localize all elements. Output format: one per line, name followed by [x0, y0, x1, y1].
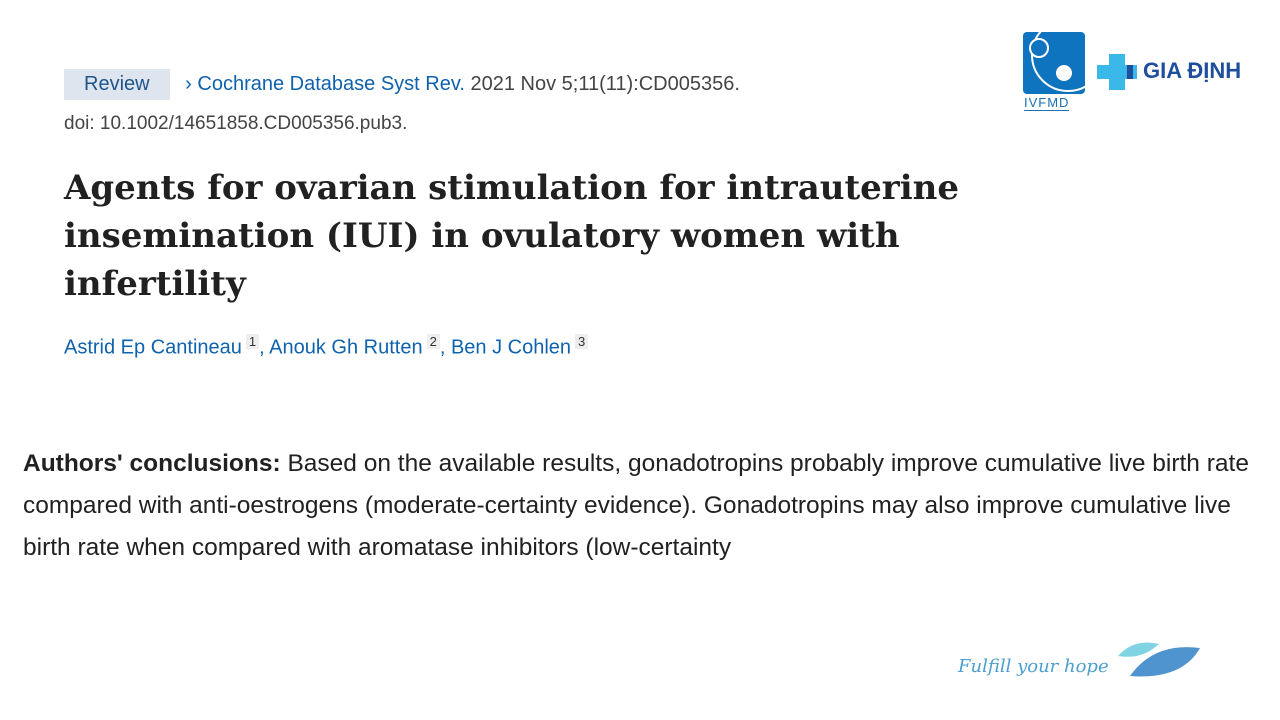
gia-dinh-cross-icon [1097, 54, 1137, 90]
author-link[interactable]: Astrid Ep Cantineau [64, 336, 242, 359]
ivfmd-logo [1023, 32, 1085, 94]
affiliation-ref[interactable]: 1 [245, 334, 260, 349]
doi: doi: 10.1002/14651858.CD005356.pub3. [64, 113, 408, 134]
author-link[interactable]: Ben J Cohlen [450, 336, 572, 359]
slogan: Fulfill your hope [958, 656, 1109, 677]
conclusions-label: Authors' conclusions: [23, 450, 281, 477]
affiliation-ref[interactable]: 3 [575, 334, 589, 349]
journal-link[interactable]: Cochrane Database Syst Rev. [197, 73, 465, 95]
chevron-right-icon: › [185, 73, 192, 95]
author-link[interactable]: Anouk Gh Rutten [269, 336, 423, 359]
citation-text: 2021 Nov 5;11(11):CD005356. [470, 73, 740, 95]
authors-conclusions: Authors' conclusions: Based on the avail… [23, 443, 1263, 569]
article-title: Agents for ovarian stimulation for intra… [64, 168, 959, 304]
ivfmd-logo-text: IVFMD [1024, 95, 1070, 111]
author-list: Astrid Ep Cantineau 1, Anouk Gh Rutten 2, … [64, 334, 589, 360]
affiliation-ref[interactable]: 2 [426, 334, 440, 349]
leaf-logo-icon [1118, 642, 1200, 677]
conclusions-text: Based on the available results, gonadotr… [23, 450, 1249, 561]
review-badge: Review [64, 69, 170, 100]
citation-line: Review › Cochrane Database Syst Rev. 202… [64, 69, 740, 100]
gia-dinh-logo-text: GIA ĐỊNH [1143, 58, 1242, 83]
